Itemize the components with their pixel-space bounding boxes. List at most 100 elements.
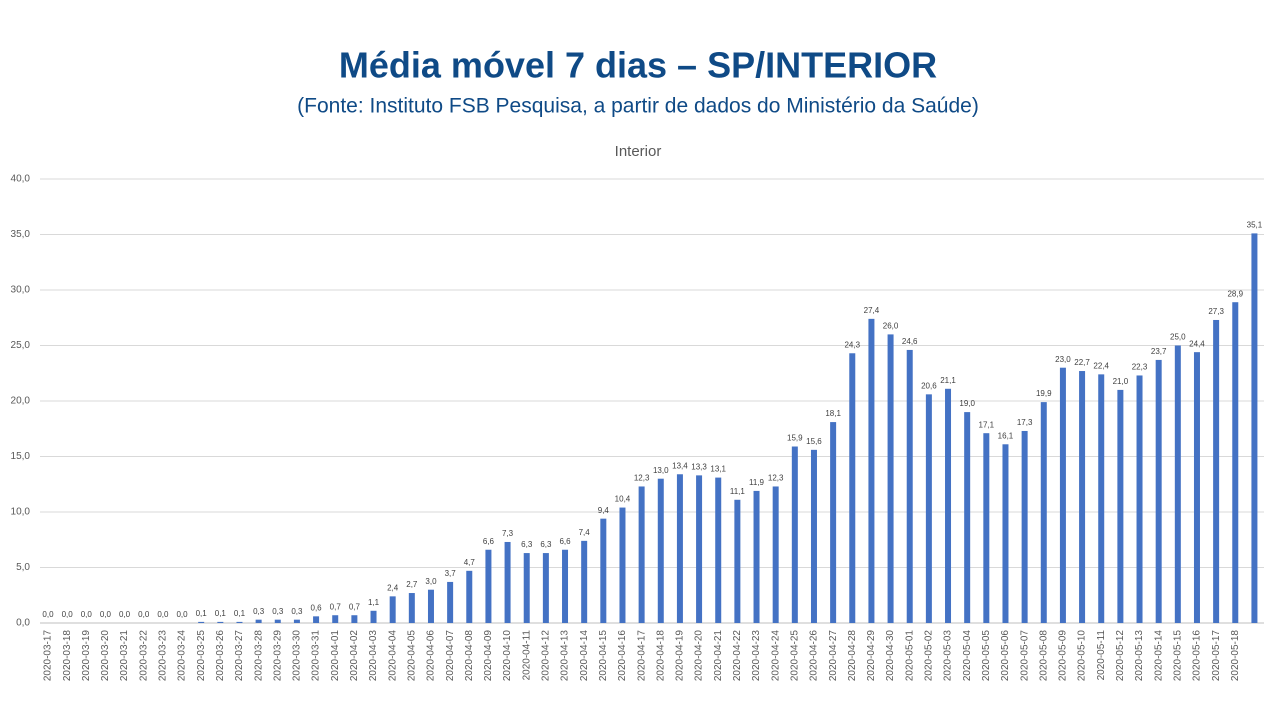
value-label: 24,6 [902,337,918,346]
bar [1213,319,1220,623]
x-tick-label: 2020-05-04 [962,630,973,682]
bar [1174,345,1181,623]
y-tick-label: 0,0 [16,618,30,629]
value-label: 7,4 [579,528,591,537]
bar [447,581,454,623]
bar [523,553,530,623]
value-label: 27,4 [864,306,880,315]
bar [925,394,932,623]
value-label: 0,1 [196,609,208,618]
bar [1193,352,1200,623]
value-label: 13,1 [710,465,726,474]
y-tick-label: 20,0 [11,396,31,407]
x-tick-label: 2020-05-01 [904,630,915,682]
value-label: 28,9 [1227,289,1243,298]
x-tick-label: 2020-04-20 [694,630,705,682]
bar [1059,367,1066,623]
x-tick-label: 2020-05-17 [1211,630,1222,682]
bar [638,486,645,623]
value-label: 19,0 [959,399,975,408]
x-tick-label: 2020-04-27 [828,630,839,682]
y-tick-label: 40,0 [11,174,31,185]
value-label: 0,0 [81,610,93,619]
value-label: 0,3 [291,607,303,616]
bar [408,593,415,623]
value-label: 20,6 [921,381,937,390]
subtitle: (Fonte: Instituto FSB Pesquisa, a partir… [297,95,979,118]
value-label: 0,0 [138,610,150,619]
value-label: 6,3 [521,540,533,549]
bar [791,446,798,623]
x-tick-label: 2020-03-24 [177,630,188,682]
x-tick-label: 2020-04-30 [885,630,896,682]
x-tick-label: 2020-04-01 [330,630,341,682]
x-tick-label: 2020-03-26 [215,630,226,682]
bar [274,619,281,623]
value-label: 17,3 [1017,418,1033,427]
value-label: 9,4 [598,506,610,515]
bar [313,616,320,623]
value-label: 0,0 [100,610,112,619]
bar [657,478,664,623]
value-label: 13,0 [653,466,669,475]
bar [1098,374,1105,623]
x-tick-label: 2020-03-28 [253,630,264,682]
x-tick-label: 2020-05-05 [981,630,992,682]
bar [830,422,837,623]
bar [504,541,511,623]
x-tick-label: 2020-05-10 [1077,630,1088,682]
value-label: 0,1 [215,609,227,618]
x-tick-label: 2020-04-10 [502,630,513,682]
x-tick-label: 2020-04-14 [579,630,590,682]
x-tick-label: 2020-03-23 [158,630,169,682]
value-label: 0,3 [253,607,265,616]
bar [945,388,952,623]
bar [1079,371,1086,623]
x-tick-label: 2020-03-20 [100,630,111,682]
x-tick-label: 2020-03-31 [311,630,322,682]
x-tick-label: 2020-04-21 [713,630,724,682]
value-label: 26,0 [883,322,899,331]
x-tick-label: 2020-05-03 [943,630,954,682]
x-tick-label: 2020-04-13 [560,630,571,682]
x-tick-label: 2020-03-30 [292,630,303,682]
x-tick-label: 2020-04-06 [426,630,437,682]
value-label: 3,0 [425,577,437,586]
value-label: 22,7 [1074,358,1090,367]
bar [849,353,856,623]
value-label: 0,0 [157,610,169,619]
value-label: 2,7 [406,580,418,589]
bar [217,621,224,623]
value-label: 12,3 [768,474,784,483]
bar [351,615,358,623]
bar [236,621,243,623]
y-tick-label: 35,0 [11,229,31,240]
value-label: 19,9 [1036,389,1052,398]
x-tick-label: 2020-05-16 [1192,630,1203,682]
value-label: 24,4 [1189,339,1205,348]
value-label: 23,0 [1055,355,1071,364]
y-tick-label: 10,0 [11,507,31,518]
value-label: 0,0 [119,610,131,619]
bar [466,570,473,623]
bar [600,518,607,623]
x-tick-label: 2020-04-26 [809,630,820,682]
bar [676,474,683,623]
x-tick-label: 2020-04-02 [349,630,360,682]
page-title: Média móvel 7 dias – SP/INTERIOR [339,45,937,86]
bar [964,412,971,623]
x-tick-label: 2020-04-22 [732,630,743,682]
bar [753,490,760,623]
x-tick-label: 2020-03-27 [234,630,245,682]
x-tick-label: 2020-04-16 [617,630,628,682]
value-label: 7,3 [502,529,514,538]
value-label: 0,7 [349,602,361,611]
bar [485,549,492,623]
x-tick-label: 2020-03-25 [196,630,207,682]
value-label: 0,6 [311,603,323,612]
bar [983,433,990,623]
value-label: 27,3 [1208,307,1224,316]
value-label: 15,6 [806,437,822,446]
x-tick-label: 2020-04-23 [751,630,762,682]
